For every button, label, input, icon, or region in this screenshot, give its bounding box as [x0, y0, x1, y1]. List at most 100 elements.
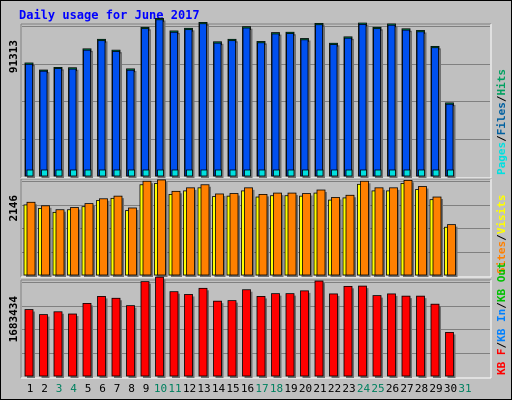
bar-kbf-day-8: [126, 305, 137, 378]
bar-sites-day-12-fill: [186, 187, 195, 276]
bar-pages-day-30-fill: [447, 169, 454, 177]
bar-kbf-day-29-fill: [430, 303, 440, 377]
bar-kbf-day-3: [53, 311, 64, 378]
bar-files-day-12: [184, 29, 194, 178]
bar-files-day-29-highlight: [432, 48, 434, 175]
bar-kbf-day-4: [68, 313, 79, 378]
bar-pages-day-1: [26, 169, 35, 178]
legend-entry: /: [495, 135, 508, 142]
bar-sites-day-12-highlight: [187, 188, 189, 274]
bar-pages-day-7-fill: [113, 169, 121, 177]
chart-title: Daily usage for June 2017: [19, 8, 200, 22]
bar-kbf-day-15: [227, 300, 238, 378]
bar-files-day-30-highlight: [447, 105, 449, 175]
bar-kbf-day-1-highlight: [26, 310, 28, 375]
day-label-20: 20: [299, 382, 312, 395]
bar-kbf-day-11-highlight: [171, 292, 173, 375]
bar-sites-day-20-highlight: [303, 194, 305, 274]
bar-kbf-day-10-fill: [155, 276, 164, 377]
legend-entry: /: [495, 95, 508, 102]
bar-kbf-day-18: [271, 293, 282, 378]
bar-visits-day-26-highlight: [387, 191, 389, 274]
bar-sites-day-7-highlight: [115, 197, 117, 274]
bar-kbf-day-2-fill: [39, 314, 48, 377]
bar-kbf-day-7-fill: [111, 297, 121, 377]
bar-sites-day-6: [99, 198, 110, 277]
bar-pages-day-1-highlight: [28, 171, 30, 175]
bar-pages-day-26-highlight: [390, 171, 392, 175]
bar-kbf-day-7-highlight: [113, 299, 115, 375]
bar-visits-day-17-highlight: [257, 198, 259, 274]
bar-kbf-day-13-fill: [198, 287, 208, 377]
bar-sites-day-25-highlight: [376, 188, 378, 274]
bar-kbf-day-8-highlight: [127, 306, 129, 375]
bar-sites-day-29: [432, 196, 443, 277]
bar-files-day-6-highlight: [99, 41, 101, 175]
day-label-21: 21: [313, 382, 326, 395]
bar-kbf-day-29: [430, 303, 441, 378]
bar-pages-day-6-highlight: [100, 171, 102, 175]
bar-pages-day-20-fill: [302, 169, 309, 177]
bar-kbf-day-13-highlight: [200, 289, 202, 375]
bar-files-day-25-highlight: [374, 29, 376, 176]
bar-pages-day-18-highlight: [274, 171, 276, 175]
bar-files-day-13-highlight: [200, 24, 202, 175]
bar-pages-day-14-highlight: [216, 171, 218, 175]
bar-pages-day-5-fill: [84, 169, 92, 177]
day-labels: 1 2 3 4 5 6 7 8 9 10 11 12 13 14 15 16 17 18 19 20 21 22 23 24 2…: [27, 382, 472, 395]
bar-kbf-day-28-highlight: [417, 297, 419, 375]
bar-pages-day-11-fill: [171, 169, 179, 177]
bar-files-day-10: [155, 19, 165, 179]
bar-sites-day-1-fill: [26, 201, 36, 276]
bar-files-day-17: [257, 42, 267, 178]
bar-kbf-day-24-highlight: [359, 287, 361, 375]
bar-pages-day-11-highlight: [173, 171, 175, 175]
bar-files-day-2: [39, 70, 49, 178]
bar-files-day-10-highlight: [157, 20, 159, 176]
day-label-28: 28: [415, 382, 428, 395]
bar-sites-day-22: [331, 197, 342, 277]
bar-pages-day-22-highlight: [332, 171, 334, 175]
bar-pages-day-23: [345, 169, 354, 178]
bar-kbf-day-30-highlight: [446, 333, 448, 375]
bar-kbf-day-14-highlight: [214, 302, 216, 375]
panel-max-label: 91313: [7, 40, 20, 73]
bar-sites-day-7: [113, 195, 124, 277]
bar-visits-day-2-highlight: [39, 209, 41, 274]
bar-kbf-day-2-highlight: [40, 315, 42, 375]
bar-kbf-day-2: [39, 314, 50, 378]
bar-kbf-day-17-highlight: [258, 297, 260, 375]
bar-pages-day-7-highlight: [115, 171, 117, 175]
bar-files-day-26-highlight: [389, 26, 391, 175]
bar-files-day-19: [286, 33, 296, 178]
bar-pages-day-4-highlight: [71, 171, 73, 175]
bar-sites-day-13-fill: [200, 184, 210, 276]
bar-sites-day-17-highlight: [260, 195, 262, 274]
bar-sites-day-5-fill: [84, 203, 94, 276]
bar-files-day-23: [344, 37, 354, 179]
bar-sites-day-15-fill: [229, 193, 239, 276]
bar-visits-day-30-highlight: [445, 228, 447, 274]
legend-entry: KB In: [495, 309, 508, 342]
bar-kbf-day-10: [155, 276, 166, 378]
bar-kbf-day-18-highlight: [272, 294, 274, 375]
bar-files-day-26: [387, 24, 397, 178]
day-label-7: 7: [114, 382, 121, 395]
bar-kbf-day-26: [387, 293, 398, 378]
bar-pages-day-3-fill: [55, 169, 63, 177]
bar-visits-day-23-highlight: [344, 198, 346, 274]
bar-files-day-2-highlight: [41, 72, 43, 175]
day-label-27: 27: [400, 382, 413, 395]
bar-files-day-29: [431, 47, 441, 178]
bar-pages-day-17-fill: [258, 169, 266, 177]
bar-sites-day-26-highlight: [390, 188, 392, 274]
bar-kbf-day-20-fill: [300, 290, 309, 377]
bar-pages-day-24: [360, 169, 369, 178]
bar-kbf-day-27-fill: [401, 295, 411, 377]
bar-visits-day-19-highlight: [286, 196, 288, 274]
bar-files-day-4-highlight: [70, 70, 72, 175]
bar-pages-day-7: [113, 169, 122, 178]
bar-sites-day-9: [142, 180, 153, 277]
bar-sites-day-20-fill: [302, 193, 311, 276]
bar-visits-day-8-highlight: [126, 211, 128, 274]
